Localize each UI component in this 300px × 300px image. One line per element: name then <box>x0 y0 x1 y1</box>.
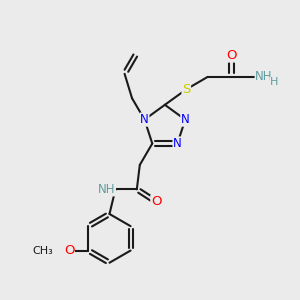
Text: NH: NH <box>255 70 273 83</box>
Text: H: H <box>269 77 278 87</box>
Text: O: O <box>151 195 161 208</box>
Text: O: O <box>64 244 74 257</box>
Text: S: S <box>182 83 190 96</box>
Text: CH₃: CH₃ <box>32 245 53 256</box>
Text: N: N <box>173 137 182 150</box>
Text: O: O <box>226 49 237 62</box>
Text: NH: NH <box>98 183 116 196</box>
Text: N: N <box>140 113 149 126</box>
Text: N: N <box>181 113 190 126</box>
